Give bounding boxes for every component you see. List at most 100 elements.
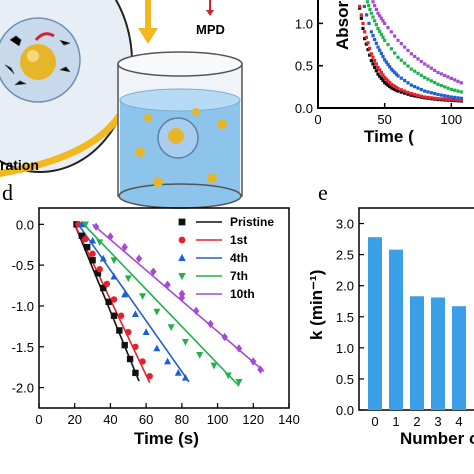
tr-point	[403, 61, 407, 65]
tr-point	[446, 97, 450, 101]
tr-point	[394, 85, 398, 90]
d-data-point	[139, 293, 147, 301]
d-data-point	[210, 362, 218, 370]
tr-point	[409, 67, 413, 71]
tr-point	[366, 48, 370, 52]
tr-point	[443, 85, 447, 89]
tr-point	[386, 26, 390, 30]
tr-point	[359, 13, 363, 17]
d-data-point	[132, 343, 139, 350]
tr-point	[426, 77, 430, 81]
tr-point	[381, 54, 385, 59]
tr-point	[378, 29, 382, 34]
tr-point	[384, 82, 388, 86]
d-legend-marker	[178, 236, 186, 244]
e-ytick-label: 2.0	[336, 279, 354, 294]
tr-point	[399, 58, 403, 62]
d-data-point	[135, 254, 143, 263]
tr-point	[436, 82, 440, 86]
tr-point	[374, 69, 378, 73]
tr-point	[371, 55, 375, 59]
d-fit-line	[92, 223, 265, 372]
d-data-point	[110, 312, 118, 319]
tr-point	[391, 83, 395, 87]
tr-point	[365, 0, 369, 4]
tr-point	[446, 75, 450, 79]
d-data-point	[89, 236, 97, 244]
tr-point	[381, 35, 385, 39]
tr-ytick-label: 0.0	[295, 101, 313, 116]
d-data-point	[110, 296, 118, 303]
tr-point	[381, 78, 385, 83]
tr-point	[393, 84, 397, 89]
mpd-label: MPD	[196, 22, 225, 37]
tr-point	[413, 54, 417, 58]
tr-point	[453, 88, 457, 92]
tr-point	[423, 62, 427, 66]
tr-point	[426, 64, 430, 68]
tr-point	[379, 32, 383, 36]
tr-point	[403, 91, 407, 95]
tr-point	[456, 96, 460, 100]
tr-point	[399, 42, 403, 46]
beaker-bottom	[118, 183, 242, 209]
d-fit-line	[77, 223, 190, 383]
tr-point	[381, 19, 385, 23]
tr-point	[433, 96, 437, 100]
tr-point	[376, 11, 380, 15]
tr-point	[456, 79, 460, 83]
d-data-point	[124, 275, 132, 283]
tr-point	[361, 21, 365, 25]
d-data-point	[132, 369, 139, 377]
d-data-point	[142, 328, 150, 335]
tr-point	[396, 38, 400, 42]
tr-point	[443, 94, 447, 98]
tr-point	[389, 67, 393, 71]
tr-point	[374, 41, 378, 45]
tr-point	[413, 85, 417, 89]
molecules	[4, 35, 71, 86]
tr-point	[365, 13, 369, 17]
e-xtick-label: 0	[371, 414, 378, 429]
d-data-point	[192, 306, 200, 316]
tr-point	[364, 42, 368, 46]
tr-point	[374, 7, 378, 12]
tr-point	[359, 16, 363, 20]
tr-point	[369, 30, 373, 34]
tr-point	[376, 72, 380, 76]
beaker-rim	[117, 51, 243, 77]
chart-e: 0.0 0.5 1.0 1.5 2.0 2.5 3.0 0 1 2 3 4 k (min⁻¹) Num…	[307, 207, 474, 448]
d-xtick-label: 60	[139, 412, 153, 427]
panel-letter-d: d	[2, 180, 13, 205]
tr-plot-frame	[317, 0, 474, 109]
tr-point	[373, 59, 377, 63]
d-legend-marker	[178, 218, 186, 226]
tr-point	[399, 76, 403, 80]
tr-point	[376, 26, 380, 31]
d-data-point	[92, 222, 100, 231]
d-data-point	[103, 280, 111, 288]
tr-point	[449, 95, 453, 99]
gold-highlight	[27, 50, 39, 62]
d-legend-label: 10th	[230, 287, 255, 301]
e-ticks: 0.0 0.5 1.0 1.5 2.0 2.5 3.0 0 1 2 3 4	[336, 217, 463, 429]
tr-point	[383, 58, 387, 62]
d-legend-label: 1st	[230, 233, 247, 247]
tr-xlabel: Time (	[364, 127, 414, 146]
arrow-curve	[0, 112, 123, 177]
gold-core	[20, 44, 56, 80]
tr-xtick-label: 100	[440, 112, 462, 127]
tr-point	[361, 26, 365, 31]
d-legend-label: Pristine	[230, 215, 274, 229]
d-ytick-label: -1.0	[12, 299, 34, 314]
tr-point	[384, 77, 388, 81]
d-fit-line	[73, 223, 151, 384]
tr-point	[449, 87, 453, 91]
tr-point	[383, 38, 387, 42]
tr-point	[374, 23, 378, 27]
d-xtick-label: 40	[103, 412, 117, 427]
tr-point	[456, 89, 460, 93]
tr-point	[453, 98, 457, 102]
tr-point	[429, 96, 433, 100]
tr-point	[403, 45, 407, 49]
